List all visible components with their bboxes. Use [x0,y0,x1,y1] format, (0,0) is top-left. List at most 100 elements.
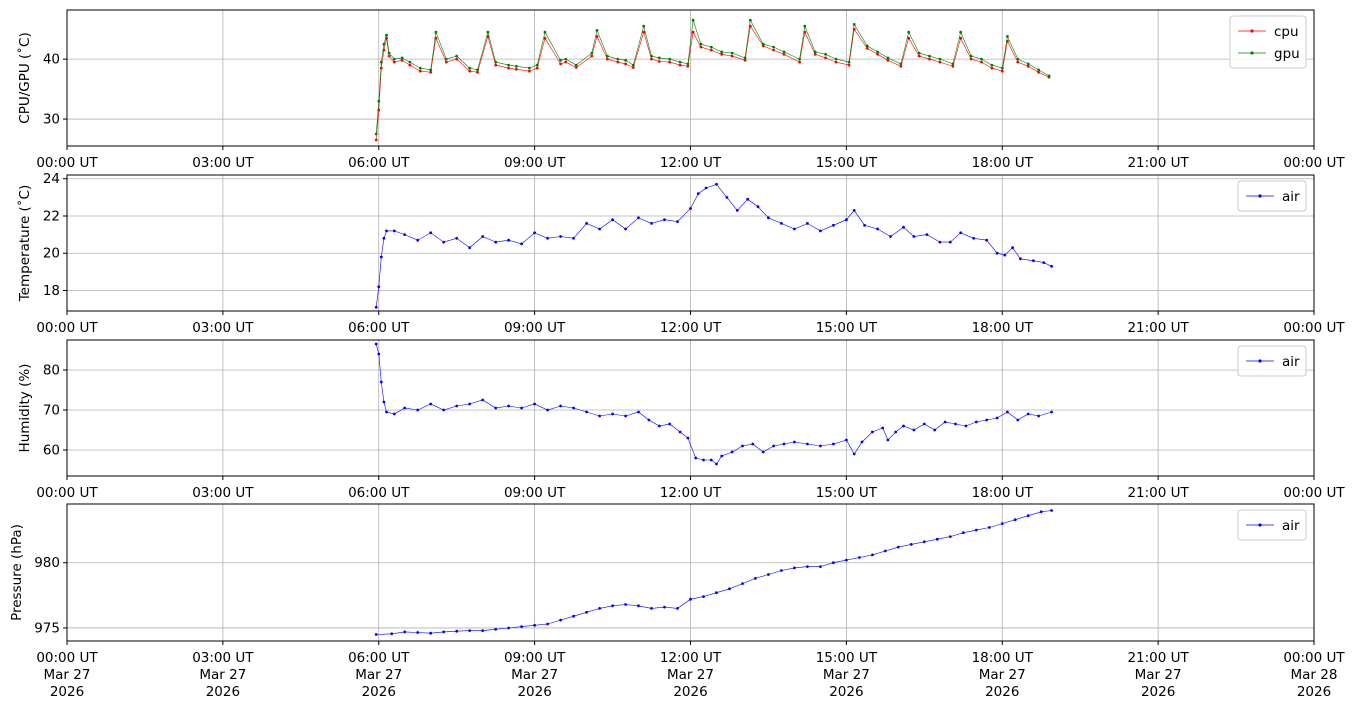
data-point [455,54,459,58]
data-point [694,456,698,460]
data-point [948,535,952,538]
data-point [876,227,879,231]
data-point [954,422,957,426]
data-point [980,60,983,64]
data-point [793,227,796,231]
x-tick-year-label: 2026 [517,684,551,700]
x-tick-label: 18:00 UT [972,320,1034,336]
data-point [845,558,848,562]
data-point [642,24,646,28]
data-point [392,60,396,64]
legend-swatch-marker [1258,194,1262,198]
data-point [743,56,747,60]
data-point [709,48,713,52]
data-point [374,132,378,136]
data-point [572,236,575,240]
x-tick-label: 18:00 UT [972,485,1034,501]
data-point [881,426,885,430]
data-point [886,438,890,442]
data-point [754,577,757,580]
data-point [780,569,783,572]
data-point [429,68,433,72]
data-point [606,54,609,58]
data-point [650,607,653,610]
data-point [782,50,786,54]
data-point [444,57,448,61]
data-point [725,196,729,199]
data-point [624,414,627,418]
data-point [886,58,890,62]
chart-panel-3: 60 70 80 Humidity (%) 00:00 UT 03:00 UT 06:00 … [17,339,1345,501]
data-point [476,70,479,74]
data-point [959,231,963,235]
data-point [798,57,801,61]
data-point [585,410,588,414]
data-point [899,62,903,66]
y-axis-label: Temperature (˚C) [16,185,33,303]
x-tick-label: 12:00 UT [660,485,722,501]
data-point [907,36,911,40]
data-point [400,56,404,60]
data-point [686,436,690,440]
data-point [1019,257,1022,261]
data-point [951,62,955,66]
data-point [429,402,433,406]
data-point [928,57,931,61]
data-point [871,430,874,434]
data-point [481,235,485,238]
x-tick-label: 00:00 UT [36,650,98,666]
data-point [767,573,770,576]
data-point [782,442,786,446]
data-point [572,614,575,618]
data-point [468,402,472,406]
x-tick-label: 06:00 UT [348,320,410,336]
data-point [455,57,459,61]
data-point [392,229,396,233]
data-point [863,223,866,227]
data-point [985,238,989,242]
data-point [709,45,713,49]
data-point [642,30,646,34]
data-point [444,60,448,64]
data-point [824,56,827,60]
x-tick-label: 15:00 UT [816,650,878,666]
data-point [720,50,724,54]
data-point [730,450,734,454]
data-point [813,52,817,56]
series-cpu [374,24,1051,142]
legend-swatch-marker [1250,51,1254,55]
data-point [442,240,446,244]
data-point [408,60,412,64]
x-tick-date-label: Mar 27 [511,667,558,683]
data-point [387,51,391,55]
data-point [819,565,822,568]
data-point [761,450,765,454]
data-point [935,537,939,541]
legend-label-air: air [1282,189,1300,205]
x-tick-label: 18:00 UT [972,650,1034,666]
data-point [834,57,838,61]
data-point [657,60,661,63]
data-point [819,444,822,448]
y-tick-label: 980 [34,555,60,571]
data-point [374,633,378,636]
data-point [374,342,378,346]
data-point [772,444,775,448]
data-point [865,46,869,50]
data-point [907,30,911,34]
data-point [533,402,536,406]
x-tick-year-label: 2026 [1297,684,1331,700]
x-tick-label: 06:00 UT [348,650,410,666]
data-point [663,605,666,609]
series-air [374,509,1053,636]
data-point [379,60,383,64]
legend-label-air: air [1282,354,1300,370]
data-point [559,404,562,408]
data-point [974,528,978,532]
data-point [772,48,775,52]
legend-box [1229,15,1307,69]
data-point [951,64,955,68]
data-point [704,186,708,190]
data-point [390,632,394,636]
x-tick-label: 21:00 UT [1127,155,1189,171]
